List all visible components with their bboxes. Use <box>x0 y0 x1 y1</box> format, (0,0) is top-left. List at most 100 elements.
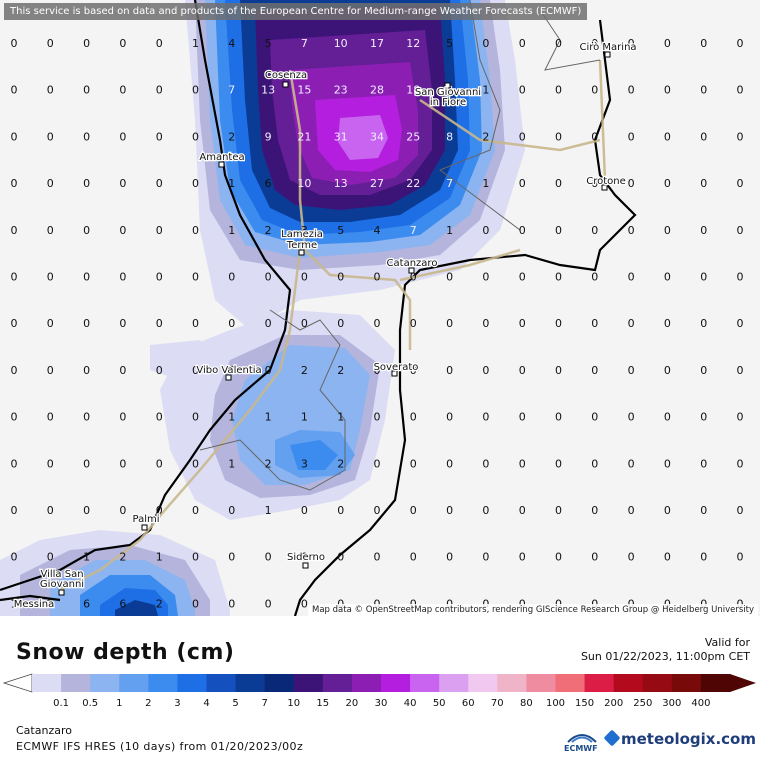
legend-swatch <box>148 674 178 692</box>
grid-value: 2 <box>337 364 344 377</box>
grid-value: 0 <box>519 504 526 517</box>
snow-depth-values: 0 0 0 0 0 1 4 5 7 10 17 12 5 0 0 0 0 0 0 0 00 0 0 0 0 0 7 13 15 23 28 1… <box>11 37 744 610</box>
grid-value: 0 <box>11 317 18 330</box>
grid-value: 0 <box>410 271 417 284</box>
grid-value: 0 <box>737 37 744 50</box>
legend-swatch <box>351 674 382 692</box>
grid-value: 0 <box>519 224 526 237</box>
grid-value: 22 <box>406 177 420 190</box>
grid-value: 0 <box>228 271 235 284</box>
legend-swatch <box>293 674 324 692</box>
grid-value: 0 <box>519 37 526 50</box>
grid-value: 1 <box>192 37 199 50</box>
grid-value: 0 <box>119 177 126 190</box>
grid-value: 2 <box>301 364 308 377</box>
grid-value: 0 <box>265 317 272 330</box>
grid-value: 0 <box>11 551 18 564</box>
grid-value: 0 <box>156 177 163 190</box>
grid-value: 1 <box>265 411 272 424</box>
grid-value: 0 <box>301 551 308 564</box>
city-label: Terme <box>286 240 317 251</box>
city-label: Giovanni <box>40 579 84 590</box>
grid-value: 0 <box>591 597 598 610</box>
meteologix-logo[interactable]: meteologix.com <box>603 729 756 748</box>
grid-value: 0 <box>482 364 489 377</box>
legend-tick-label: 300 <box>662 698 682 709</box>
grid-value: 0 <box>628 130 635 143</box>
grid-value: 0 <box>11 411 18 424</box>
grid-value: 0 <box>410 364 417 377</box>
grid-value: 0 <box>47 130 54 143</box>
grid-value: 6 <box>265 177 272 190</box>
grid-value: 0 <box>265 271 272 284</box>
legend-swatch <box>468 674 498 692</box>
legend-swatch <box>206 674 237 692</box>
grid-value: 0 <box>156 37 163 50</box>
meteologix-icon <box>603 729 621 747</box>
grid-value: 0 <box>11 224 18 237</box>
grid-value: 0 <box>519 411 526 424</box>
legend-swatch <box>322 674 353 692</box>
grid-value: 0 <box>482 271 489 284</box>
grid-value: 0 <box>83 37 90 50</box>
grid-value: 0 <box>664 224 671 237</box>
grid-value: 0 <box>591 504 598 517</box>
grid-value: 7 <box>446 177 453 190</box>
grid-value: 0 <box>119 84 126 97</box>
grid-value: 0 <box>156 411 163 424</box>
grid-value: 0 <box>83 224 90 237</box>
legend-swatch <box>555 674 586 692</box>
grid-value: 7 <box>410 224 417 237</box>
grid-value: 0 <box>700 457 707 470</box>
grid-value: 8 <box>446 84 453 97</box>
grid-value: 0 <box>737 597 744 610</box>
grid-value: 0 <box>737 317 744 330</box>
grid-value: 0 <box>265 364 272 377</box>
legend-swatch <box>235 674 266 692</box>
city-marker <box>408 267 415 274</box>
grid-value: 0 <box>119 317 126 330</box>
grid-value: 0 <box>83 317 90 330</box>
grid-value: 5 <box>446 37 453 50</box>
grid-value: 0 <box>737 364 744 377</box>
legend-tick-label: 3 <box>174 698 181 709</box>
legend-tick-label: 200 <box>604 698 624 709</box>
grid-value: 0 <box>519 457 526 470</box>
grid-value: 0 <box>228 504 235 517</box>
city-label: San Giovanni <box>415 87 481 98</box>
grid-value: 0 <box>156 457 163 470</box>
grid-value: 0 <box>555 411 562 424</box>
grid-value: 0 <box>301 317 308 330</box>
map-panel[interactable]: 0 0 0 0 0 1 4 5 7 10 17 12 5 0 0 0 0 0 0 0 0 0 0 0 0 0 0 7 13 15 23 28 1… <box>0 0 760 616</box>
city-label: Siderno <box>287 552 325 563</box>
grid-value: 0 <box>700 504 707 517</box>
legend-swatch <box>613 674 644 692</box>
grid-value: 0 <box>591 37 598 50</box>
grid-value: 0 <box>119 457 126 470</box>
map-attribution[interactable]: Map data © OpenStreetMap contributors, r… <box>308 604 758 616</box>
legend-tick-label: 80 <box>520 698 533 709</box>
grid-value: 2 <box>228 130 235 143</box>
grid-value: 25 <box>406 130 420 143</box>
legend-swatch <box>497 674 527 692</box>
legend-tick-label: 400 <box>691 698 711 709</box>
grid-value: 0 <box>374 457 381 470</box>
city-marker <box>218 161 225 168</box>
grid-value: 0 <box>192 84 199 97</box>
grid-value: 6 <box>83 597 90 610</box>
grid-value: 0 <box>337 597 344 610</box>
grid-value: 0 <box>628 84 635 97</box>
city-label: Crotone <box>586 176 626 187</box>
grid-value: 0 <box>11 84 18 97</box>
grid-value: 0 <box>737 457 744 470</box>
grid-value: 0 <box>228 551 235 564</box>
legend-tick-label: 40 <box>403 698 417 709</box>
grid-value: 0 <box>119 364 126 377</box>
grid-value: 18 <box>406 84 420 97</box>
grid-value: 0 <box>83 271 90 284</box>
grid-value: 0 <box>591 411 598 424</box>
grid-value: 0 <box>628 504 635 517</box>
grid-value: 0 <box>374 597 381 610</box>
grid-value: 0 <box>301 504 308 517</box>
grid-value: 9 <box>265 130 272 143</box>
